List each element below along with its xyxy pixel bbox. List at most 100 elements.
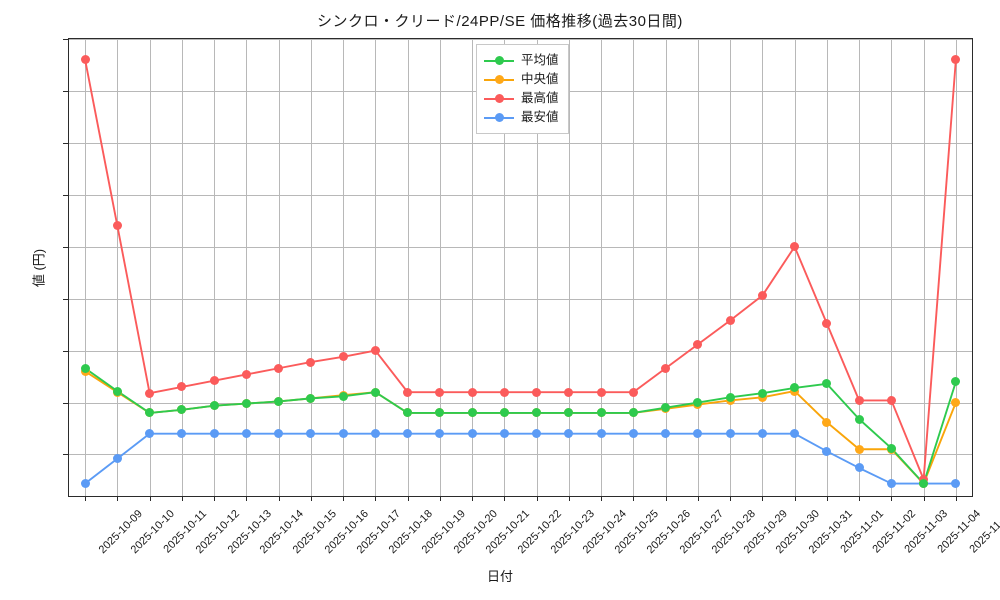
x-tick-mark: [343, 496, 345, 501]
y-gridline: [69, 454, 972, 456]
y-axis-label: 値 (円): [31, 248, 47, 287]
data-point-marker: [274, 429, 284, 439]
data-point-marker: [435, 408, 445, 418]
x-tick-mark: [278, 496, 280, 501]
data-point-marker: [628, 387, 638, 397]
data-point-marker: [370, 346, 380, 356]
chart-legend: 平均値 中央値 最高値 最安値: [476, 44, 569, 134]
data-point-marker: [338, 352, 348, 362]
y-tick-mark: [63, 298, 69, 300]
x-gridline: [762, 39, 764, 496]
x-gridline: [504, 39, 506, 496]
x-gridline: [343, 39, 345, 496]
data-point-marker: [596, 429, 606, 439]
data-point-marker: [951, 377, 961, 387]
x-gridline: [891, 39, 893, 496]
legend-swatch-icon: [484, 112, 514, 124]
data-point-marker: [725, 392, 735, 402]
y-tick-mark: [63, 402, 69, 404]
y-gridline: [69, 39, 972, 40]
x-tick-mark: [568, 496, 570, 501]
x-gridline: [246, 39, 248, 496]
y-tick-mark: [63, 350, 69, 352]
data-point-marker: [274, 396, 284, 406]
data-point-marker: [628, 408, 638, 418]
x-gridline: [439, 39, 441, 496]
x-gridline: [665, 39, 667, 496]
data-point-marker: [241, 399, 251, 409]
legend-swatch-icon: [484, 93, 514, 105]
chart-title: シンクロ・クリード/24PP/SE 価格推移(過去30日間): [317, 13, 683, 30]
data-point-marker: [790, 383, 800, 393]
data-point-marker: [757, 388, 767, 398]
data-point-marker: [596, 387, 606, 397]
y-gridline: [69, 298, 972, 300]
data-point-marker: [532, 429, 542, 439]
data-point-marker: [532, 408, 542, 418]
data-point-marker: [822, 319, 832, 329]
x-gridline: [697, 39, 699, 496]
x-tick-mark: [117, 496, 119, 501]
x-gridline: [536, 39, 538, 496]
data-point-marker: [112, 386, 122, 396]
x-tick-mark: [794, 496, 796, 501]
x-tick-mark: [859, 496, 861, 501]
data-point-marker: [886, 395, 896, 405]
legend-swatch-icon: [484, 55, 514, 67]
x-gridline: [633, 39, 635, 496]
x-tick-mark: [472, 496, 474, 501]
data-point-marker: [951, 55, 961, 65]
data-point-marker: [661, 403, 671, 413]
x-gridline: [407, 39, 409, 496]
y-gridline: [69, 402, 972, 404]
x-gridline: [859, 39, 861, 496]
data-point-marker: [435, 387, 445, 397]
legend-item[interactable]: 最高値: [484, 89, 559, 108]
data-point-marker: [596, 408, 606, 418]
legend-item[interactable]: 最安値: [484, 108, 559, 127]
data-point-marker: [338, 429, 348, 439]
data-point-marker: [725, 315, 735, 325]
data-point-marker: [467, 387, 477, 397]
legend-swatch-icon: [484, 74, 514, 86]
data-point-marker: [177, 405, 187, 415]
legend-item[interactable]: 平均値: [484, 51, 559, 70]
x-gridline: [181, 39, 183, 496]
data-point-marker: [306, 429, 316, 439]
data-point-marker: [628, 429, 638, 439]
data-point-marker: [274, 363, 284, 373]
x-gridline: [375, 39, 377, 496]
data-point-marker: [370, 387, 380, 397]
data-point-marker: [725, 429, 735, 439]
data-point-marker: [693, 429, 703, 439]
x-tick-mark: [214, 496, 216, 501]
x-gridline: [85, 39, 87, 496]
data-point-marker: [886, 443, 896, 453]
x-gridline: [955, 39, 957, 496]
data-point-marker: [564, 408, 574, 418]
data-point-marker: [112, 454, 122, 464]
data-point-marker: [435, 429, 445, 439]
data-point-marker: [177, 429, 187, 439]
data-point-marker: [886, 479, 896, 489]
x-axis-label: 日付: [486, 569, 513, 584]
x-gridline: [826, 39, 828, 496]
data-point-marker: [403, 429, 413, 439]
x-gridline: [923, 39, 925, 496]
data-point-marker: [951, 398, 961, 408]
data-point-marker: [145, 429, 155, 439]
y-gridline: [69, 194, 972, 196]
x-gridline: [472, 39, 474, 496]
x-tick-mark: [665, 496, 667, 501]
data-point-marker: [241, 429, 251, 439]
data-point-marker: [532, 387, 542, 397]
data-point-marker: [467, 429, 477, 439]
x-gridline: [214, 39, 216, 496]
y-tick-mark: [63, 194, 69, 196]
x-gridline: [278, 39, 280, 496]
legend-item[interactable]: 中央値: [484, 70, 559, 89]
y-tick-mark: [63, 454, 69, 456]
data-point-marker: [822, 446, 832, 456]
series-line: [84, 367, 957, 485]
data-point-marker: [145, 388, 155, 398]
